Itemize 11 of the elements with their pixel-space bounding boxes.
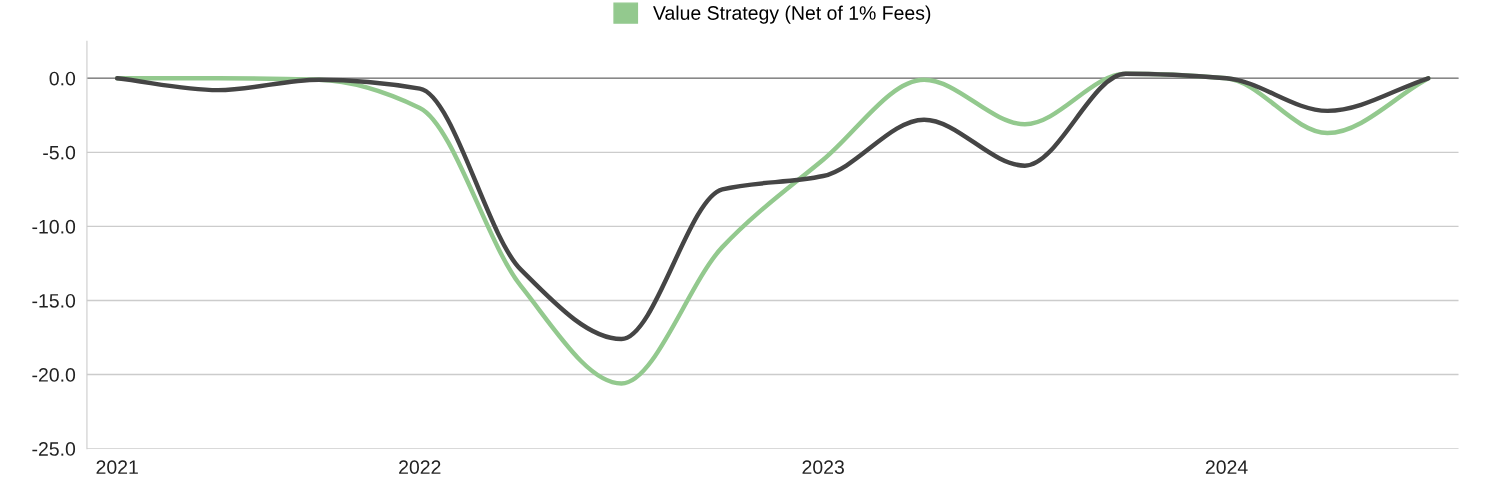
y-tick-label: -5.0 [43, 145, 76, 160]
x-tick-label: 2023 [802, 460, 844, 475]
legend-label: Value Strategy (Net of 1% Fees) [653, 5, 931, 24]
x-tick-label: 2024 [1205, 460, 1248, 475]
x-tick-label: 2021 [96, 460, 138, 475]
y-tick-label: -10.0 [32, 219, 76, 234]
y-tick-label: -25.0 [32, 442, 76, 456]
y-tick-label: -15.0 [32, 293, 76, 308]
y-tick-label: 0.0 [49, 71, 76, 86]
y-tick-label: -20.0 [32, 368, 76, 382]
x-tick-label: 2022 [399, 460, 441, 475]
